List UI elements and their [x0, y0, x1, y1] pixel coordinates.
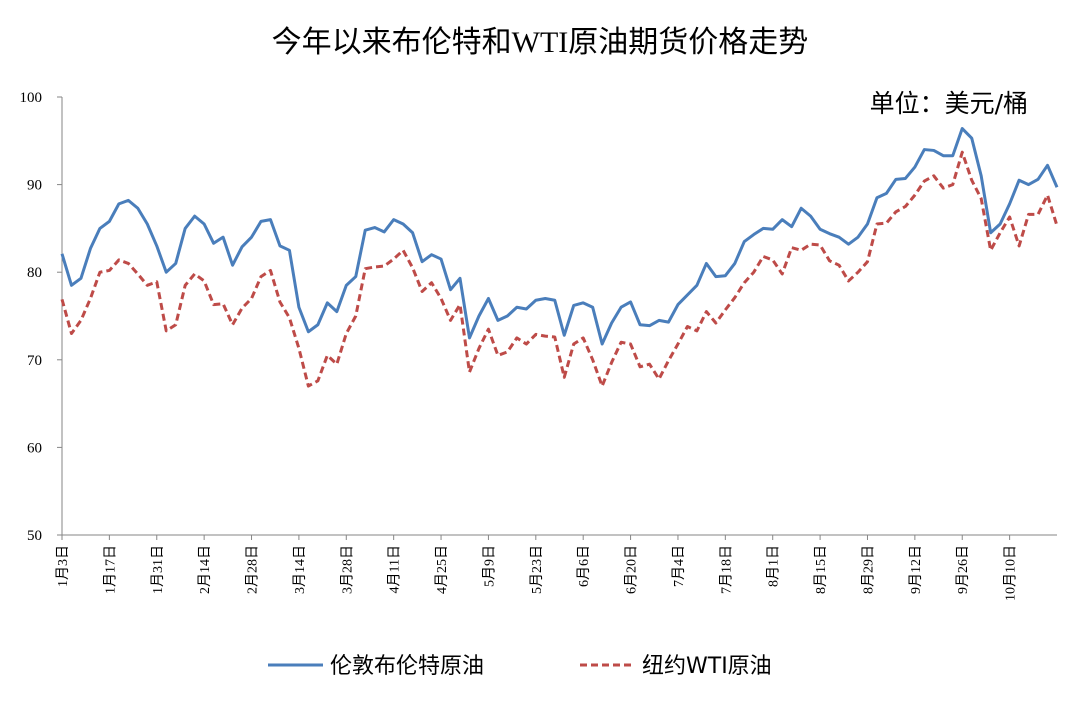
- series-line: [60, 150, 1059, 388]
- chart-title: 今年以来布伦特和WTI原油期货价格走势: [272, 26, 809, 59]
- x-tick-label: 9月12日: [908, 545, 924, 594]
- x-tick-label: 8月1日: [766, 545, 782, 587]
- x-tick-label: 6月6日: [576, 545, 592, 587]
- x-tick-label: 5月9日: [481, 545, 497, 587]
- y-tick-label: 60: [27, 440, 42, 456]
- legend-label: 纽约WTI原油: [642, 654, 772, 679]
- legend-label: 伦敦布伦特原油: [330, 654, 484, 679]
- x-tick-label: 4月25日: [434, 545, 450, 594]
- unit-annotation: 单位：美元/桶: [870, 89, 1028, 118]
- y-tick-label: 100: [20, 90, 43, 106]
- x-tick-label: 10月10日: [1003, 545, 1019, 601]
- x-tick-label: 1月3日: [55, 545, 71, 587]
- y-tick-label: 70: [27, 353, 42, 369]
- y-tick-label: 50: [27, 528, 42, 544]
- x-tick-label: 8月29日: [860, 545, 876, 594]
- x-tick-label: 8月15日: [813, 545, 829, 594]
- x-tick-label: 6月20日: [624, 545, 640, 594]
- x-tick-label: 5月23日: [529, 545, 545, 594]
- x-tick-label: 7月18日: [718, 545, 734, 594]
- y-tick-label: 80: [27, 265, 42, 281]
- x-tick-label: 2月14日: [197, 545, 213, 594]
- y-tick-label: 90: [27, 178, 42, 194]
- x-tick-label: 1月17日: [102, 545, 118, 594]
- x-tick-label: 7月4日: [671, 545, 687, 587]
- x-tick-label: 4月11日: [387, 545, 403, 593]
- x-tick-label: 2月28日: [245, 545, 261, 594]
- series-line: [60, 127, 1059, 346]
- x-tick-label: 3月28日: [339, 545, 355, 594]
- x-tick-label: 9月26日: [955, 545, 971, 594]
- x-tick-label: 1月31日: [150, 545, 166, 594]
- x-tick-label: 3月14日: [292, 545, 308, 594]
